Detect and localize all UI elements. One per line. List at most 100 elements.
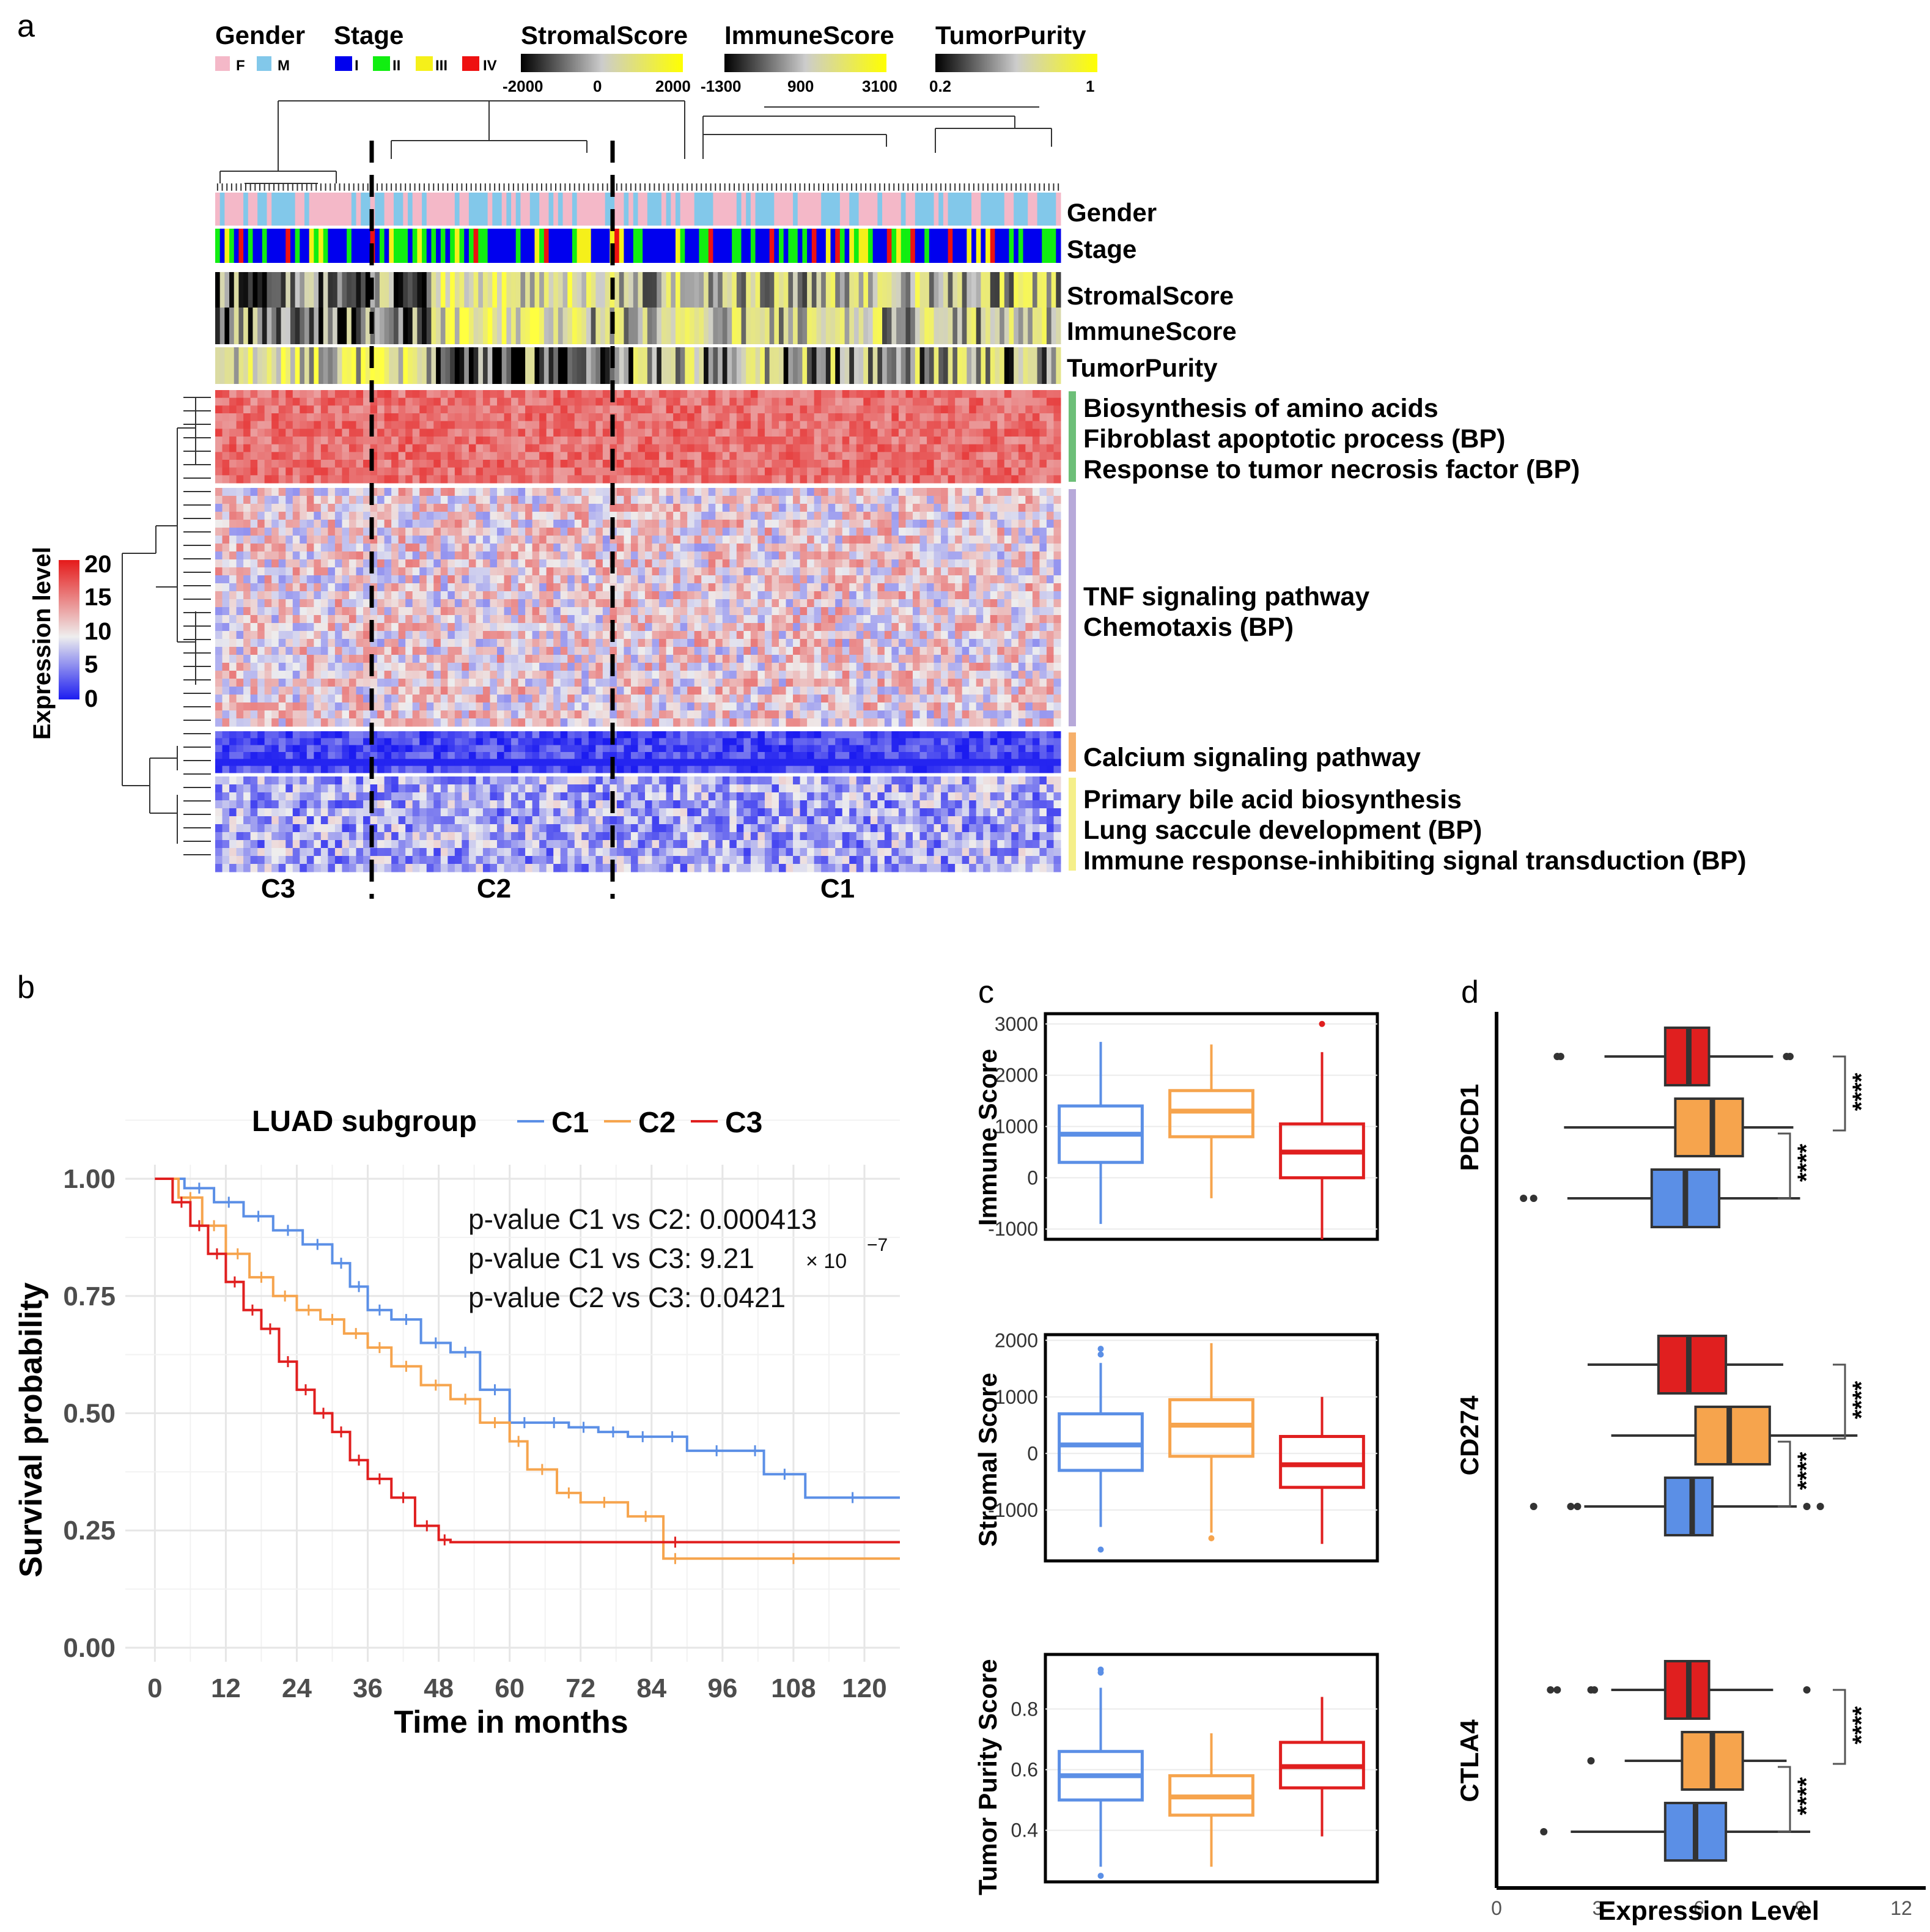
heat-cell (673, 397, 681, 406)
heat-cell (849, 631, 857, 640)
heat-cell (222, 467, 230, 476)
heat-cell (560, 567, 568, 576)
heat-cell (433, 413, 441, 422)
heat-cell (750, 536, 758, 544)
immune-cell (1000, 308, 1005, 344)
heat-cell (567, 639, 575, 647)
stromal-cell (741, 272, 746, 308)
heat-cell (687, 567, 695, 576)
heat-cell (828, 567, 836, 576)
heat-cell (793, 536, 801, 544)
heat-cell (743, 599, 751, 608)
heat-cell (448, 405, 455, 414)
purity-cell (539, 347, 545, 384)
immune-cell (515, 308, 521, 344)
heat-cell (948, 623, 956, 632)
heat-cell (912, 615, 920, 624)
heat-cell (814, 397, 822, 406)
heat-cell (292, 599, 300, 608)
heat-cell (983, 615, 991, 624)
heat-cell (624, 390, 632, 399)
heat-cell (708, 520, 716, 528)
heat-cell (948, 631, 956, 640)
heat-cell (821, 437, 829, 445)
heat-cell (905, 520, 913, 528)
heat-cell (624, 559, 632, 568)
stage-cell (572, 229, 578, 263)
heat-cell (638, 460, 646, 468)
heat-cell (673, 544, 681, 552)
heat-cell (595, 397, 603, 406)
purity-cell (243, 347, 249, 384)
heat-cell (779, 452, 787, 460)
heat-cell (222, 528, 230, 536)
stage-cell (981, 229, 986, 263)
heat-cell (236, 559, 244, 568)
heat-cell (736, 623, 744, 632)
heat-cell (990, 475, 998, 484)
heat-cell (779, 583, 787, 592)
stromal-cell (300, 272, 305, 308)
stromal-cell (910, 272, 916, 308)
heat-cell (454, 528, 462, 536)
heat-cell (285, 444, 293, 452)
gender-cell (891, 193, 897, 226)
heat-cell (652, 591, 660, 600)
heat-cell (278, 591, 286, 600)
gender-cell (586, 193, 592, 226)
heat-cell (800, 607, 808, 616)
heat-cell (285, 639, 293, 647)
heat-cell (454, 452, 462, 460)
purity-cell (586, 347, 592, 384)
heat-cell (264, 559, 272, 568)
heat-cell (1018, 544, 1026, 552)
heat-cell (715, 551, 723, 560)
heat-cell (468, 520, 476, 528)
heat-cell (426, 460, 434, 468)
stromal-cell (760, 272, 765, 308)
heat-cell (1039, 452, 1047, 460)
heat-cell (786, 405, 794, 414)
heat-cell (440, 429, 448, 437)
heat-cell (320, 607, 328, 616)
heat-cell (314, 536, 322, 544)
heat-cell (264, 623, 272, 632)
stage-cell (1032, 229, 1038, 263)
heat-cell (440, 520, 448, 528)
immune-cell (976, 308, 981, 344)
heat-cell (722, 631, 730, 640)
heat-cell (905, 623, 913, 632)
heat-cell (412, 583, 420, 592)
heat-cell (630, 639, 638, 647)
heat-cell (828, 583, 836, 592)
heat-cell (891, 444, 899, 452)
heat-cell (595, 452, 603, 460)
immune-cell (319, 308, 324, 344)
stage-cell (412, 229, 418, 263)
heat-cell (757, 444, 765, 452)
purity-cell (680, 347, 685, 384)
heat-cell (405, 639, 413, 647)
heat-cell (595, 475, 603, 484)
heat-cell (786, 504, 794, 512)
heat-cell (377, 467, 385, 476)
heat-cell (546, 544, 554, 552)
immune-cell (408, 308, 413, 344)
heat-cell (525, 405, 533, 414)
heat-cell (997, 460, 1005, 468)
heat-cell (934, 496, 941, 504)
heat-cell (990, 390, 998, 399)
heat-cell (236, 390, 244, 399)
heat-cell (363, 528, 371, 536)
heat-cell (898, 639, 906, 647)
heat-cell (1053, 444, 1061, 452)
heat-cell (729, 488, 737, 496)
immune-cell (619, 308, 624, 344)
heat-cell (574, 615, 582, 624)
heat-cell (645, 397, 653, 406)
heat-cell (630, 583, 638, 592)
stromal-cell (605, 272, 610, 308)
heat-cell (454, 444, 462, 452)
heat-cell (793, 467, 801, 476)
immune-cell (614, 308, 620, 344)
